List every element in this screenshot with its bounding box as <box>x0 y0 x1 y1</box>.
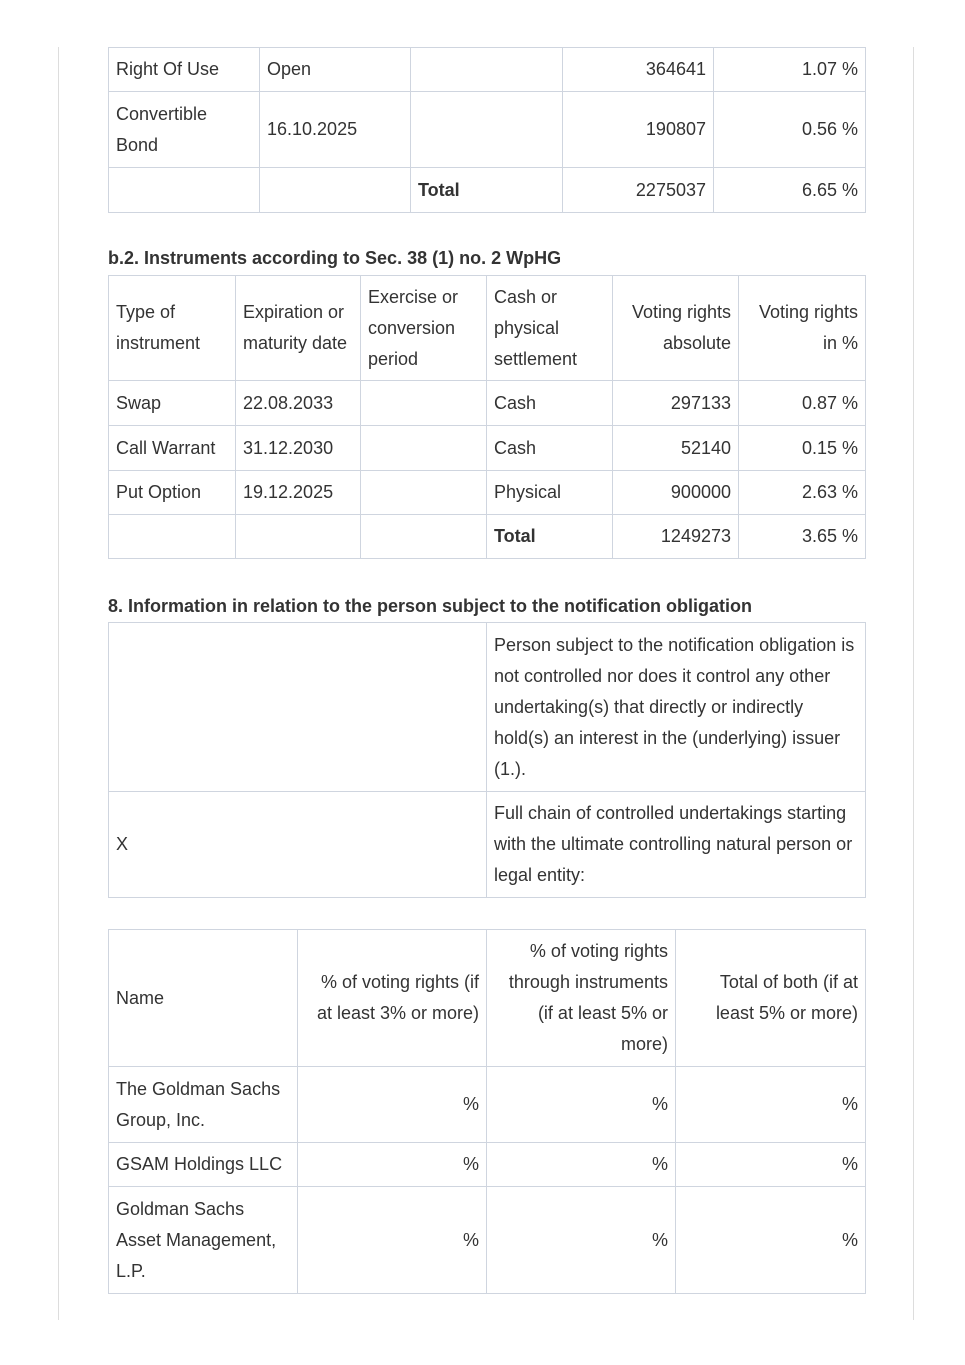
cell <box>410 47 563 92</box>
chain-block: Name % of voting rights (if at least 3% … <box>108 929 866 1294</box>
total-label: Total <box>418 179 460 200</box>
header-cell: Type of instrument <box>108 275 236 381</box>
cell <box>360 425 487 471</box>
cell: 52140 <box>612 425 739 471</box>
cell: Physical <box>486 470 613 515</box>
cell: % <box>675 1142 866 1187</box>
row: The Goldman Sachs Group, Inc. % % % <box>108 1066 866 1143</box>
cell <box>410 91 563 168</box>
cell <box>360 380 487 426</box>
header-cell: Exercise or conversion period <box>360 275 487 381</box>
cell: Convertible Bond <box>108 91 260 168</box>
cell <box>108 622 487 792</box>
cell: Full chain of controlled undertakings st… <box>486 791 866 898</box>
header-cell: % of voting rights (if at least 3% or mo… <box>297 929 487 1067</box>
cell: 16.10.2025 <box>259 91 411 168</box>
cell: The Goldman Sachs Group, Inc. <box>108 1066 298 1143</box>
row: X Full chain of controlled undertakings … <box>108 791 866 898</box>
cell: Cash <box>486 380 613 426</box>
cell: Goldman Sachs Asset Management, L.P. <box>108 1186 298 1294</box>
cell: % <box>297 1142 487 1187</box>
total-row: Total 1249273 3.65 % <box>108 514 866 559</box>
cell: 0.15 % <box>738 425 866 471</box>
section-8-block: Person subject to the notification oblig… <box>108 622 866 898</box>
cell: 2.63 % <box>738 470 866 515</box>
section-heading: b.2. Instruments according to Sec. 38 (1… <box>108 248 562 268</box>
header-cell: Cash or physical settlement <box>486 275 613 381</box>
instruments-table: Right Of Use Open 364641 1.07 % Converti… <box>108 47 866 213</box>
row: Convertible Bond 16.10.2025 190807 0.56 … <box>108 91 866 168</box>
cell: % <box>675 1066 866 1143</box>
page-border <box>58 47 59 1320</box>
row: Swap 22.08.2033 Cash 297133 0.87 % <box>108 380 866 426</box>
page-border <box>913 47 914 1320</box>
cell: 364641 <box>562 47 714 92</box>
cell: 0.87 % <box>738 380 866 426</box>
cell: 297133 <box>612 380 739 426</box>
cell: 900000 <box>612 470 739 515</box>
b2-table: Type of instrument Expiration or maturit… <box>108 275 866 559</box>
cell: % <box>486 1186 676 1294</box>
cell: % <box>297 1066 487 1143</box>
cell: % <box>297 1186 487 1294</box>
total-label: Total <box>494 526 536 546</box>
header-row: Type of instrument Expiration or maturit… <box>108 275 866 381</box>
cell: 3.65 % <box>738 514 866 559</box>
b2-block: Type of instrument Expiration or maturit… <box>108 275 866 559</box>
cell: Open <box>259 47 411 92</box>
cell: 22.08.2033 <box>235 380 361 426</box>
row: Right Of Use Open 364641 1.07 % <box>108 47 866 92</box>
cell: 0.56 % <box>713 91 866 168</box>
instruments-block: Right Of Use Open 364641 1.07 % Converti… <box>108 47 866 213</box>
row: Put Option 19.12.2025 Physical 900000 2.… <box>108 470 866 515</box>
row: Call Warrant 31.12.2030 Cash 52140 0.15 … <box>108 425 866 471</box>
cell: 1.07 % <box>713 47 866 92</box>
cell: Put Option <box>108 470 236 515</box>
row: GSAM Holdings LLC % % % <box>108 1142 866 1187</box>
section-8-table: Person subject to the notification oblig… <box>108 622 866 898</box>
cell: 190807 <box>562 91 714 168</box>
row: Person subject to the notification oblig… <box>108 622 866 792</box>
header-cell: % of voting rights through instruments (… <box>486 929 676 1067</box>
cell: Person subject to the notification oblig… <box>486 622 866 792</box>
cell: 6.65 % <box>713 167 866 213</box>
header-row: Name % of voting rights (if at least 3% … <box>108 929 866 1067</box>
cell: 2275037 <box>562 167 714 213</box>
cell: Cash <box>486 425 613 471</box>
cell <box>108 514 236 559</box>
cell <box>360 470 487 515</box>
cell: 31.12.2030 <box>235 425 361 471</box>
cell: 19.12.2025 <box>235 470 361 515</box>
cell: Call Warrant <box>108 425 236 471</box>
header-cell: Total of both (if at least 5% or more) <box>675 929 866 1067</box>
cell: Total <box>410 167 563 213</box>
cell: Right Of Use <box>108 47 260 92</box>
cell <box>259 167 411 213</box>
cell: Total <box>486 514 613 559</box>
cell: % <box>486 1066 676 1143</box>
cell: % <box>486 1142 676 1187</box>
cell: X <box>108 791 487 898</box>
row: Goldman Sachs Asset Management, L.P. % %… <box>108 1186 866 1294</box>
cell: % <box>675 1186 866 1294</box>
cell <box>360 514 487 559</box>
total-row: Total 2275037 6.65 % <box>108 167 866 213</box>
cell: Swap <box>108 380 236 426</box>
cell <box>108 167 260 213</box>
cell: GSAM Holdings LLC <box>108 1142 298 1187</box>
section-heading: 8. Information in relation to the person… <box>108 596 753 616</box>
header-cell: Voting rights absolute <box>612 275 739 381</box>
header-cell: Voting rights in % <box>738 275 866 381</box>
header-cell: Name <box>108 929 298 1067</box>
chain-table: Name % of voting rights (if at least 3% … <box>108 929 866 1294</box>
header-cell: Expiration or maturity date <box>235 275 361 381</box>
cell <box>235 514 361 559</box>
cell: 1249273 <box>612 514 739 559</box>
